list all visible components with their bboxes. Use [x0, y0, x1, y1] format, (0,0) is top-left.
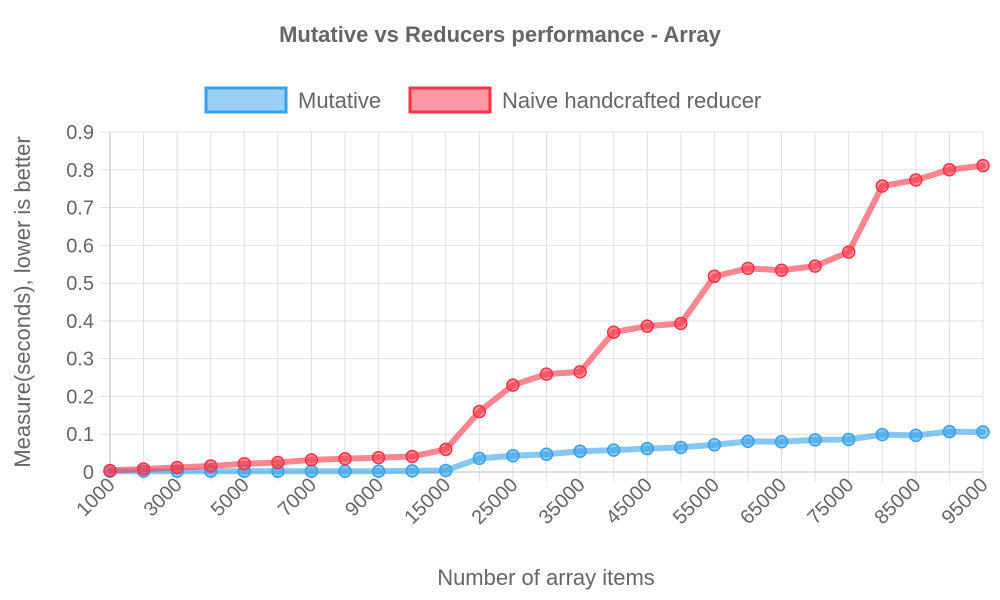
data-point[interactable] — [539, 447, 554, 461]
y-tick-label: 0.4 — [66, 311, 94, 333]
series-naive-reducer — [103, 158, 990, 478]
legend-item-mutative[interactable]: Mutative — [204, 86, 381, 114]
x-tick-label: 25000 — [468, 474, 523, 529]
legend-item-naive-reducer[interactable]: Naive handcrafted reducer — [408, 86, 761, 114]
data-point[interactable] — [606, 443, 621, 457]
x-tick-label: 55000 — [669, 474, 724, 529]
data-point[interactable] — [371, 450, 386, 465]
y-tick-label: 0 — [83, 462, 94, 484]
data-point[interactable] — [136, 462, 151, 476]
x-tick-label: 3000 — [140, 474, 187, 521]
x-tick-label: 85000 — [870, 474, 925, 529]
data-point[interactable] — [741, 434, 755, 449]
legend-label-naive-reducer: Naive handcrafted reducer — [502, 88, 761, 113]
data-point[interactable] — [640, 319, 654, 333]
data-point[interactable] — [304, 453, 319, 467]
data-point[interactable] — [909, 173, 923, 187]
data-point[interactable] — [841, 432, 856, 447]
y-tick-label: 0.1 — [66, 424, 94, 446]
data-point[interactable] — [674, 440, 688, 455]
data-point[interactable] — [808, 259, 822, 273]
x-tick-label: 65000 — [736, 474, 791, 529]
data-point[interactable] — [741, 261, 755, 276]
data-point[interactable] — [707, 269, 722, 284]
x-tick-label: 75000 — [803, 474, 858, 529]
data-point[interactable] — [606, 325, 621, 339]
data-point[interactable] — [506, 378, 520, 392]
legend: Mutative Naive handcrafted reducer — [204, 86, 761, 114]
data-point[interactable] — [170, 460, 184, 475]
data-point[interactable] — [976, 425, 990, 439]
data-point[interactable] — [472, 404, 487, 419]
data-point[interactable] — [237, 456, 252, 471]
y-axis-ticks: 0 0.1 0.2 0.3 0.4 0.5 0.6 0.7 0.8 0.9 — [66, 122, 94, 484]
data-point[interactable] — [506, 449, 520, 463]
data-point[interactable] — [909, 428, 923, 443]
x-tick-label: 1000 — [73, 474, 120, 521]
data-point[interactable] — [942, 163, 957, 177]
data-point[interactable] — [774, 435, 789, 449]
y-tick-label: 0.9 — [66, 122, 94, 144]
x-tick-label: 45000 — [602, 474, 657, 529]
x-tick-label: 35000 — [535, 474, 590, 529]
series-mutative — [103, 424, 990, 478]
y-tick-label: 0.5 — [66, 273, 94, 295]
data-point[interactable] — [875, 179, 890, 193]
data-point[interactable] — [271, 455, 285, 470]
data-point[interactable] — [338, 464, 352, 478]
data-point[interactable] — [103, 463, 117, 478]
data-point[interactable] — [439, 442, 453, 457]
y-tick-label: 0.3 — [66, 349, 94, 371]
data-point[interactable] — [405, 464, 419, 478]
y-tick-label: 0.6 — [66, 235, 94, 257]
y-tick-label: 0.7 — [66, 198, 94, 220]
data-point[interactable] — [774, 263, 789, 278]
y-tick-label: 0.2 — [66, 386, 94, 408]
data-point[interactable] — [371, 464, 386, 478]
data-point[interactable] — [707, 438, 722, 452]
data-point[interactable] — [203, 459, 218, 473]
data-point[interactable] — [875, 427, 890, 442]
data-point[interactable] — [674, 316, 688, 331]
x-tick-label: 9000 — [341, 474, 388, 521]
data-point[interactable] — [976, 158, 990, 173]
grid — [100, 131, 984, 482]
data-point[interactable] — [439, 463, 453, 478]
y-tick-label: 0.8 — [66, 160, 94, 182]
data-point[interactable] — [841, 245, 856, 259]
data-point[interactable] — [304, 464, 319, 478]
x-tick-label: 5000 — [207, 474, 254, 521]
x-axis-label: Number of array items — [437, 565, 655, 590]
series-layer — [103, 158, 990, 478]
data-point[interactable] — [472, 451, 487, 466]
x-tick-label: 15000 — [400, 474, 455, 529]
data-point[interactable] — [573, 365, 587, 379]
data-point[interactable] — [640, 441, 654, 456]
data-point[interactable] — [338, 452, 352, 466]
data-point[interactable] — [539, 367, 554, 381]
data-point[interactable] — [405, 449, 419, 464]
legend-label-mutative: Mutative — [298, 88, 381, 113]
legend-swatch-naive-reducer — [408, 86, 492, 114]
legend-swatch-mutative — [204, 86, 288, 114]
x-axis-ticks: 1000 3000 5000 7000 9000 15000 25000 35000 45000… — [73, 474, 993, 529]
data-point[interactable] — [808, 433, 822, 447]
data-point[interactable] — [573, 444, 587, 458]
x-tick-label: 95000 — [938, 474, 993, 529]
y-axis-label: Measure(seconds), lower is better — [10, 136, 35, 467]
data-point[interactable] — [942, 424, 957, 439]
x-tick-label: 7000 — [274, 474, 321, 521]
chart-title: Mutative vs Reducers performance - Array — [279, 22, 722, 47]
